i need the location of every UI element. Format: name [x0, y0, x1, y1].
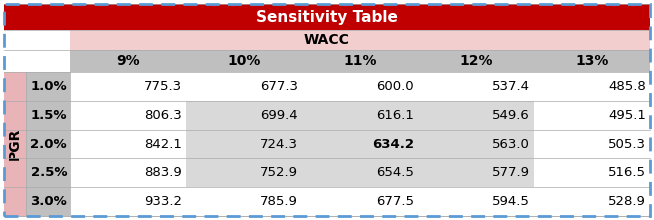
- Bar: [418, 158, 534, 187]
- Text: 563.0: 563.0: [492, 138, 530, 150]
- Text: 528.9: 528.9: [608, 195, 646, 208]
- Text: PGR: PGR: [8, 128, 22, 160]
- Text: 883.9: 883.9: [145, 166, 182, 179]
- Text: 594.5: 594.5: [492, 195, 530, 208]
- Bar: [26, 187, 70, 216]
- Bar: [26, 158, 70, 187]
- Bar: [26, 130, 70, 158]
- Text: 2.0%: 2.0%: [30, 138, 67, 150]
- Text: 699.4: 699.4: [260, 109, 298, 122]
- Bar: [418, 187, 534, 216]
- Bar: [70, 72, 186, 101]
- Text: 3.0%: 3.0%: [30, 195, 67, 208]
- Text: 775.3: 775.3: [144, 80, 182, 93]
- Text: 724.3: 724.3: [260, 138, 298, 150]
- Text: 933.2: 933.2: [144, 195, 182, 208]
- Bar: [302, 158, 418, 187]
- Bar: [4, 72, 26, 216]
- Bar: [534, 101, 650, 130]
- Bar: [4, 4, 650, 30]
- Bar: [534, 72, 650, 101]
- Bar: [70, 130, 186, 158]
- Text: 537.4: 537.4: [492, 80, 530, 93]
- Text: 10%: 10%: [228, 54, 261, 68]
- Text: 654.5: 654.5: [376, 166, 414, 179]
- Text: 842.1: 842.1: [144, 138, 182, 150]
- Text: 752.9: 752.9: [260, 166, 298, 179]
- Text: 1.5%: 1.5%: [31, 109, 67, 122]
- Bar: [302, 72, 418, 101]
- Bar: [4, 50, 70, 72]
- Text: 505.3: 505.3: [608, 138, 646, 150]
- Text: 634.2: 634.2: [372, 138, 414, 150]
- Bar: [534, 130, 650, 158]
- Text: 1.0%: 1.0%: [30, 80, 67, 93]
- Bar: [418, 72, 534, 101]
- Text: 11%: 11%: [343, 54, 377, 68]
- Bar: [302, 101, 418, 130]
- Bar: [418, 101, 534, 130]
- Bar: [26, 101, 70, 130]
- Text: 9%: 9%: [116, 54, 140, 68]
- Bar: [186, 158, 302, 187]
- Text: 616.1: 616.1: [376, 109, 414, 122]
- Bar: [186, 130, 302, 158]
- Text: 516.5: 516.5: [608, 166, 646, 179]
- Bar: [70, 101, 186, 130]
- Bar: [26, 72, 70, 101]
- Text: 577.9: 577.9: [492, 166, 530, 179]
- Bar: [186, 187, 302, 216]
- Text: 2.5%: 2.5%: [31, 166, 67, 179]
- Bar: [418, 130, 534, 158]
- Bar: [534, 187, 650, 216]
- Bar: [70, 158, 186, 187]
- Bar: [26, 50, 650, 72]
- Text: 600.0: 600.0: [376, 80, 414, 93]
- Bar: [186, 101, 302, 130]
- Text: 806.3: 806.3: [145, 109, 182, 122]
- Bar: [70, 187, 186, 216]
- Text: 549.6: 549.6: [492, 109, 530, 122]
- Text: 12%: 12%: [459, 54, 492, 68]
- Text: 485.8: 485.8: [608, 80, 646, 93]
- Text: 785.9: 785.9: [260, 195, 298, 208]
- Text: WACC: WACC: [304, 33, 350, 47]
- Text: Sensitivity Table: Sensitivity Table: [256, 9, 398, 24]
- Text: 495.1: 495.1: [608, 109, 646, 122]
- Bar: [186, 72, 302, 101]
- Bar: [302, 130, 418, 158]
- Bar: [4, 30, 70, 72]
- Bar: [302, 187, 418, 216]
- Text: 677.3: 677.3: [260, 80, 298, 93]
- Bar: [4, 30, 650, 50]
- Text: 677.5: 677.5: [376, 195, 414, 208]
- Bar: [534, 158, 650, 187]
- Text: 13%: 13%: [576, 54, 609, 68]
